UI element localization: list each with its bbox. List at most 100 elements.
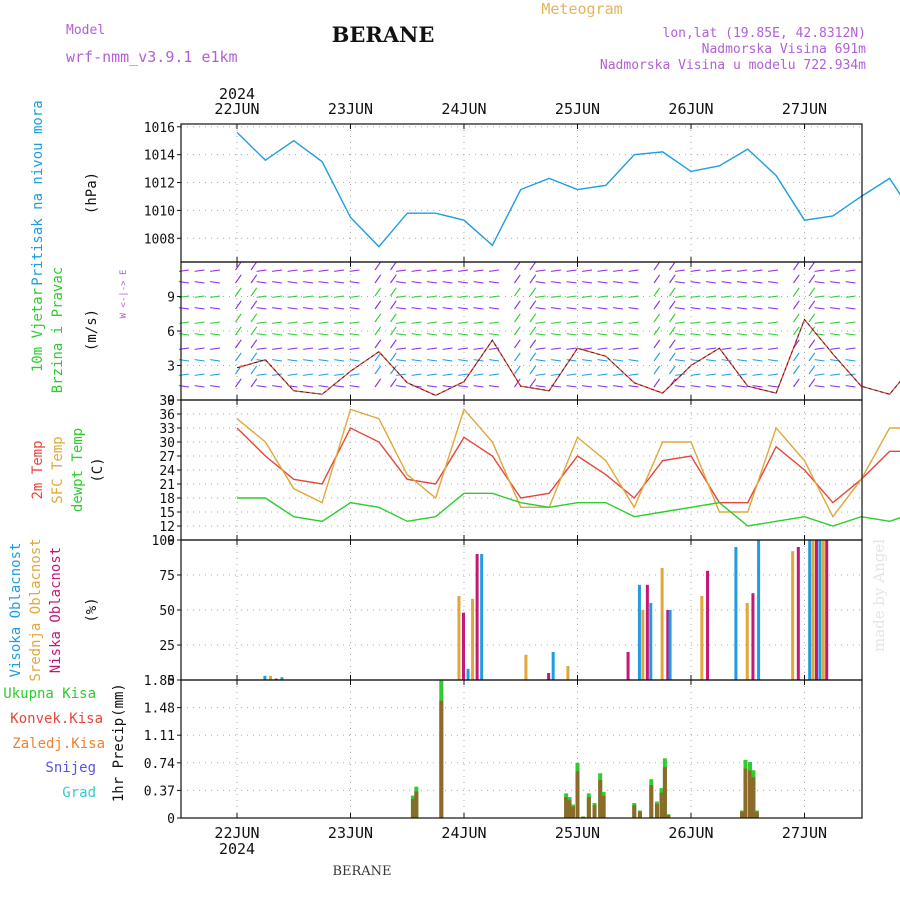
wind-arrow <box>529 261 537 271</box>
y-tick-label: 24 <box>159 464 175 479</box>
wind-arrow <box>737 321 748 324</box>
wind-arrow <box>808 261 816 271</box>
wind-arrow <box>706 321 717 324</box>
wind-arrow <box>303 347 314 350</box>
y-tick-label: 27 <box>159 450 175 465</box>
wind-arrow <box>669 313 676 323</box>
wind-arrow <box>210 269 221 272</box>
wind-arrow <box>793 365 800 375</box>
wind-arrow <box>303 269 314 272</box>
wind-arrow <box>675 295 686 298</box>
wind-arrow <box>814 373 825 376</box>
wind-arrow <box>427 307 438 310</box>
wind-arrow <box>349 269 360 272</box>
wind-arrow <box>628 281 639 284</box>
wind-arrow <box>194 269 205 272</box>
wind-arrow <box>235 339 242 349</box>
wind-arrow <box>582 281 593 284</box>
wind-arrow <box>597 295 608 298</box>
wind-arrow <box>830 269 841 272</box>
wind-arrow <box>514 261 521 271</box>
wind-arrow <box>752 359 763 362</box>
year-top: 2024 <box>219 85 255 103</box>
wind-arrow <box>845 347 856 350</box>
wind-arrow <box>653 313 661 323</box>
wind-arrow <box>194 347 205 350</box>
wind-arrow <box>272 281 283 284</box>
precip-bar-conv <box>439 700 444 818</box>
legend-total: Ukupna Kisa <box>3 686 96 702</box>
wind-arrow <box>287 321 298 324</box>
wind-arrow <box>669 261 676 271</box>
day-label-bottom: 27JUN <box>782 824 827 842</box>
precip-bar-conv <box>601 795 606 818</box>
y-tick-label: 9 <box>167 534 175 549</box>
wind-arrow <box>830 333 841 336</box>
cloud-bar <box>475 554 479 680</box>
wind-arrow <box>427 321 438 324</box>
y-tick-label: 1008 <box>144 232 175 247</box>
pressure-line <box>236 131 900 248</box>
wind-unit: (m/s) <box>84 309 100 351</box>
wind-arrow <box>318 281 329 284</box>
cloud-bar <box>825 540 829 680</box>
wind-arrow <box>768 269 779 272</box>
wind-arrow <box>514 300 521 310</box>
wind-arrow <box>768 307 779 310</box>
wind-arrow <box>752 333 763 336</box>
wind-arrow <box>690 269 701 272</box>
wind-arrow <box>628 269 639 272</box>
wind-arrow <box>411 295 422 298</box>
wind-arrow <box>334 333 345 336</box>
pressure-unit: (hPa) <box>84 172 100 214</box>
wind-arrow <box>721 307 732 310</box>
wind-arrow <box>752 385 763 388</box>
wind-arrow <box>768 385 779 388</box>
wind-arrow <box>194 385 205 388</box>
y-tick-label: 1.85 <box>144 674 175 689</box>
wind-arrow <box>675 321 686 324</box>
wind-arrow <box>653 300 661 310</box>
day-label-top: 26JUN <box>668 100 713 118</box>
wind-arrow <box>597 359 608 362</box>
wind-arrow <box>396 295 407 298</box>
y-tick-label: 0.37 <box>144 784 175 799</box>
wind-arrow <box>793 352 800 362</box>
wind-arrow <box>529 365 537 375</box>
wind-arrow <box>235 326 242 336</box>
wind-arrow <box>194 321 205 324</box>
wind-compass: W <-|-> E <box>119 270 129 319</box>
wind-arrow <box>390 378 397 388</box>
wind-arrow <box>529 274 537 284</box>
wind-arrow <box>830 295 841 298</box>
wind-arrow <box>669 365 676 375</box>
y-tick-label: 15 <box>159 506 175 521</box>
wind-arrow <box>442 295 453 298</box>
wind-arrow <box>830 281 841 284</box>
wind-arrow <box>287 359 298 362</box>
wind-arrow <box>793 274 800 284</box>
wind-arrow <box>582 321 593 324</box>
wind-arrow <box>721 333 732 336</box>
wind-arrow <box>514 287 521 297</box>
panels: 1008 1010 1012 1014 1016 Pritisak na nivou mo… <box>8 100 900 827</box>
wind-arrow <box>272 373 283 376</box>
wind-arrow <box>235 352 242 362</box>
wind-arrow <box>396 347 407 350</box>
precip-bar-conv <box>575 771 580 818</box>
wind-arrow <box>256 373 267 376</box>
y-tick-label: 39 <box>159 394 175 409</box>
wind-arrow <box>250 365 258 375</box>
day-label-bottom: 25JUN <box>555 824 600 842</box>
wind-arrow <box>653 326 661 336</box>
wind-arrow <box>411 359 422 362</box>
wind-arrow <box>690 373 701 376</box>
wind-ylabel-2: Brzina i Pravac <box>50 267 66 393</box>
wind-arrow <box>396 385 407 388</box>
cloud-bar <box>524 654 528 680</box>
wind-arrow <box>653 287 661 297</box>
wind-arrow <box>374 287 382 297</box>
wind-arrow <box>706 385 717 388</box>
wind-arrow <box>235 287 242 297</box>
